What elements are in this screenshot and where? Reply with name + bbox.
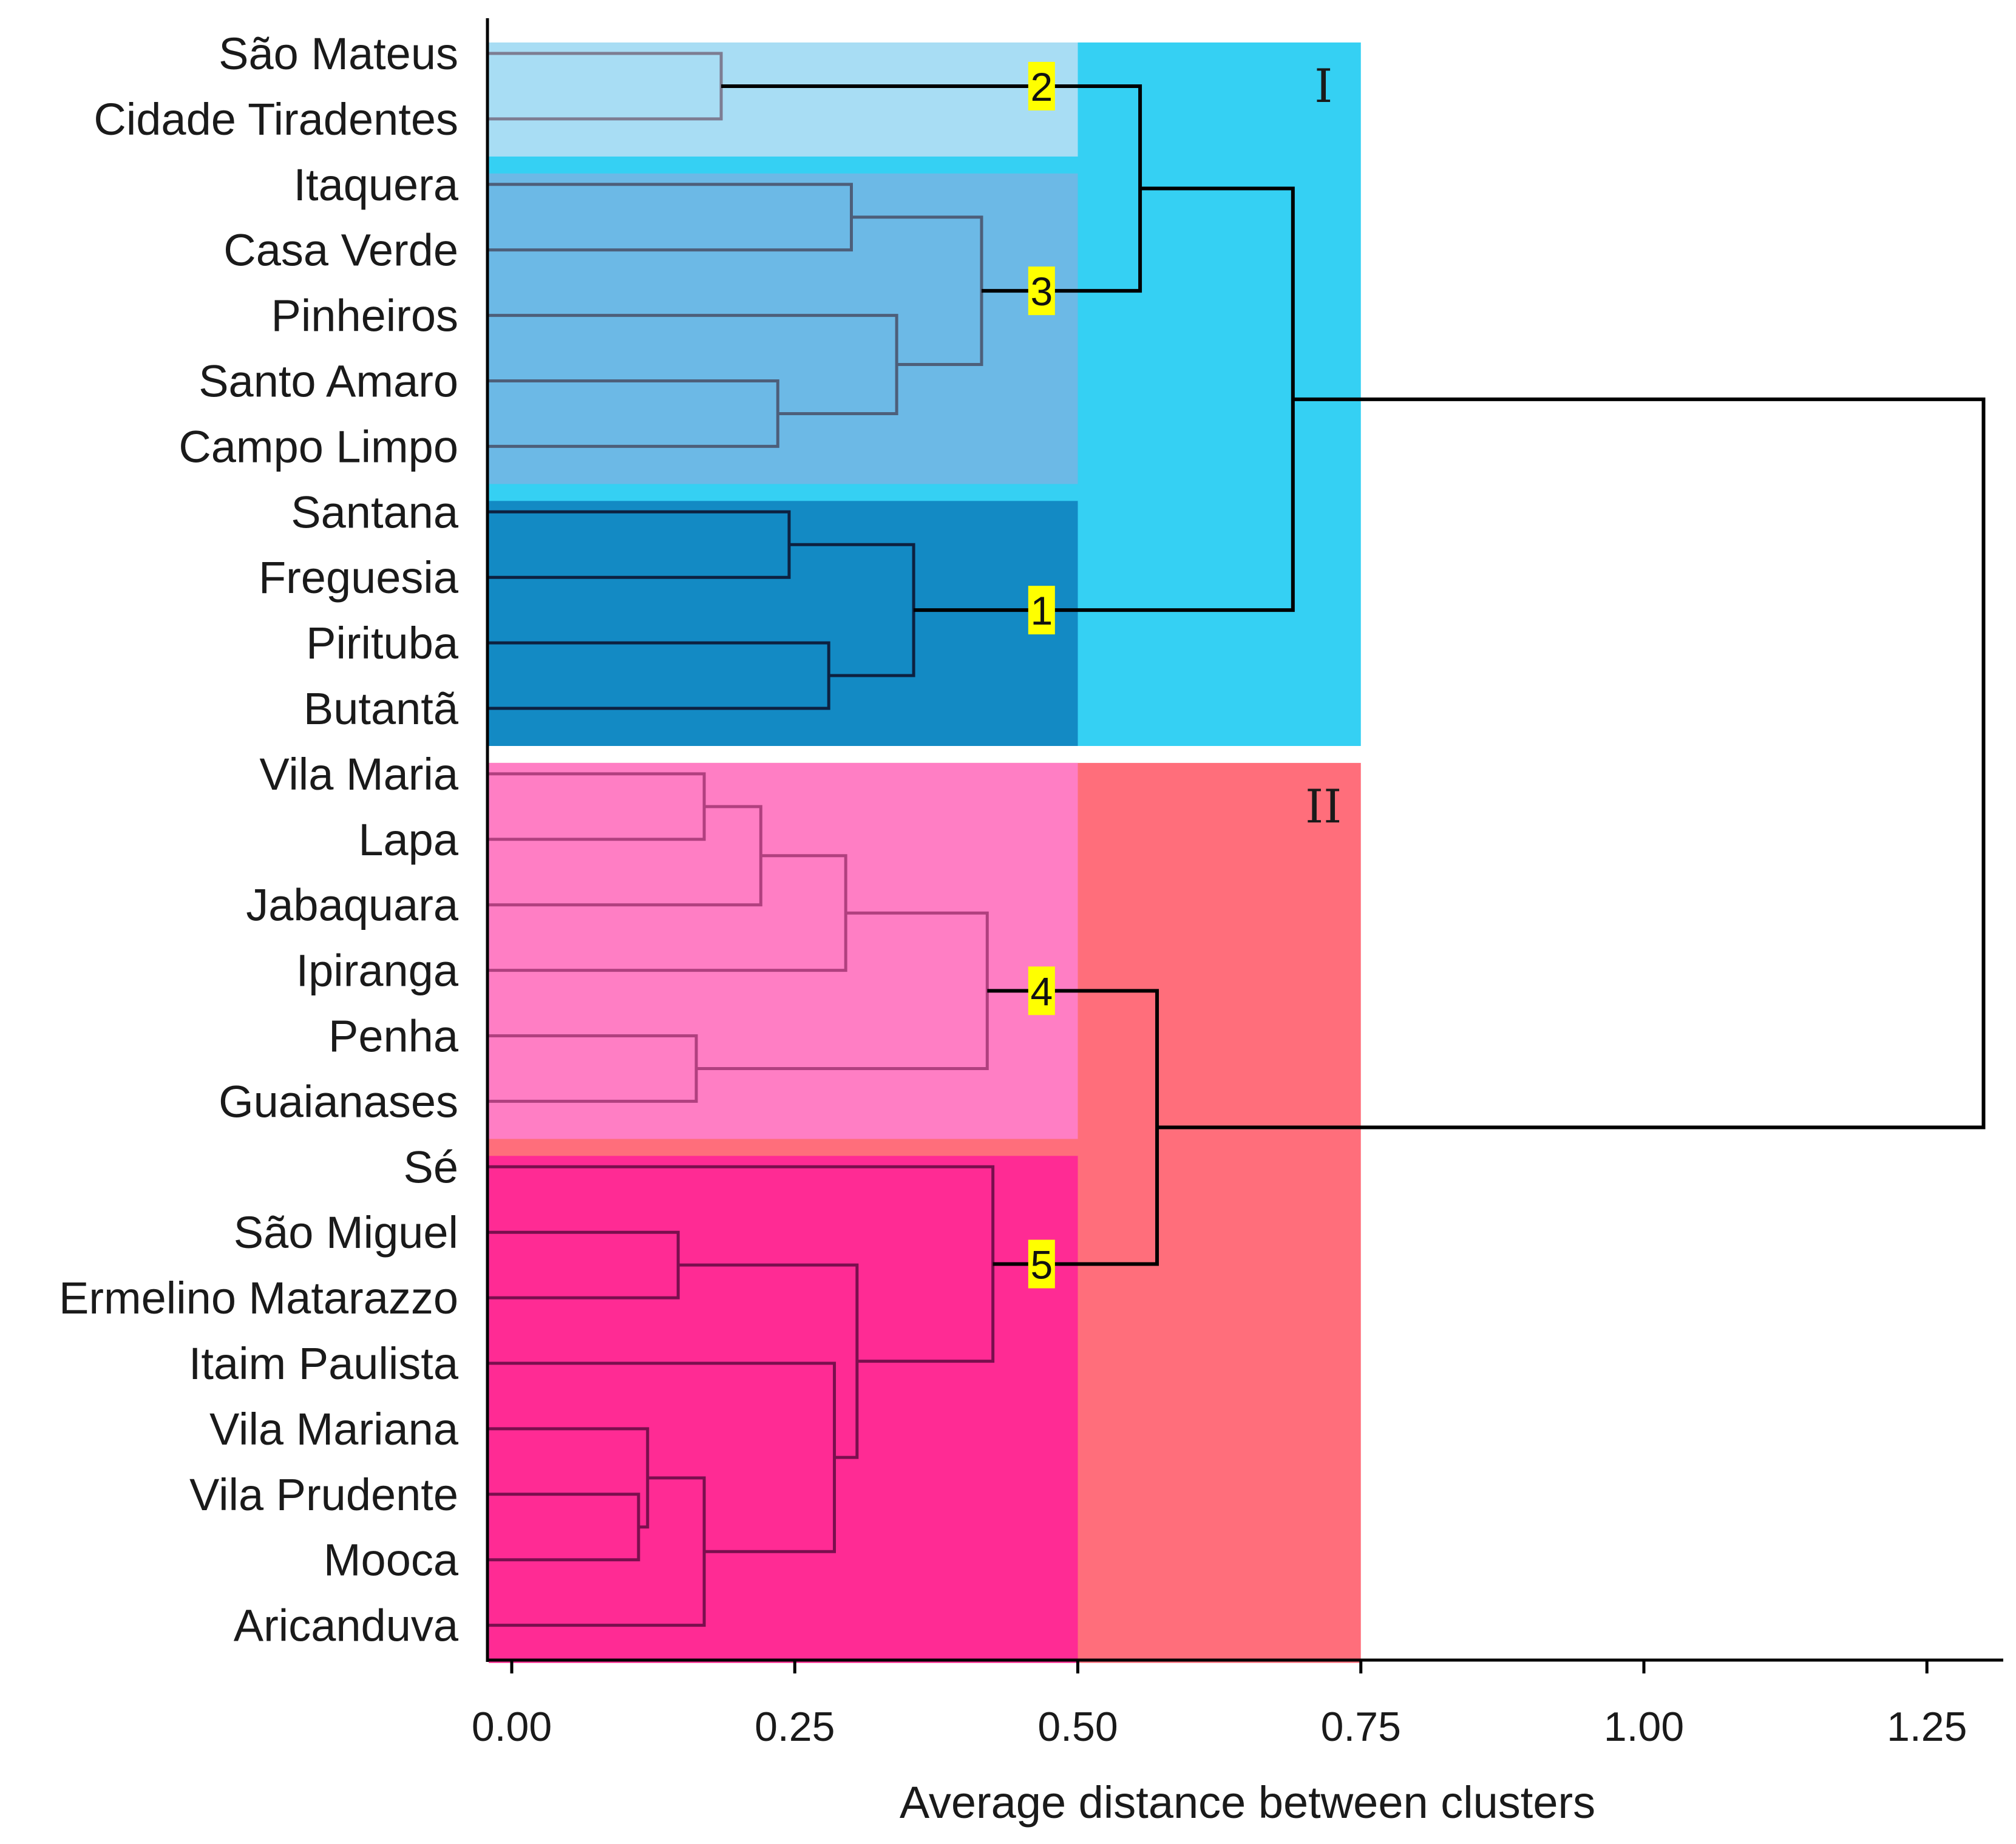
link-20 [721,84,1142,293]
leaf-label-19: Ermelino Matarazzo [59,1273,458,1323]
leaf-label-20: Itaim Paulista [189,1338,459,1389]
cluster-marker-bg-4 [1028,966,1055,1015]
link-11 [489,1034,698,1103]
group-labels: III [1305,59,1342,833]
cluster-marker-4: 4 [1030,969,1053,1014]
leaf-label-13: Jabaquara [246,880,459,930]
leaf-label-16: Guaianases [219,1076,458,1127]
leaf-label-1: Cidade Tiradentes [93,94,458,144]
leaf-label-10: Butantã [304,683,459,734]
leaf-label-4: Pinheiros [271,291,458,341]
cluster-band-2 [489,42,1078,157]
leaf-label-24: Aricanduva [234,1601,459,1651]
x-tick-label-5: 1.25 [1887,1704,1967,1750]
x-tick-label-3: 0.75 [1321,1704,1401,1750]
group-label-ii: II [1305,779,1342,833]
group-label-i: I [1314,59,1332,113]
cluster-marker-3: 3 [1030,269,1053,314]
axes: 0.00 0.25 0.50 0.75 1.00 1.25 [472,18,2003,1750]
cluster-band-3 [489,173,1078,484]
link-7 [789,543,915,677]
leaf-label-6: Campo Limpo [178,421,458,472]
cluster-marker-1: 1 [1030,588,1053,633]
leaf-label-5: Santo Amaro [199,356,458,407]
link-4 [851,215,983,367]
leaf-label-2: Itaquera [293,160,458,210]
leaf-labels: São Mateus Cidade Tiradentes Itaquera Casa … [59,29,459,1651]
cluster-backgrounds [489,42,1078,1663]
leaf-label-8: Freguesia [259,552,459,603]
x-tick-label-0: 0.00 [472,1704,552,1750]
leaf-label-22: Vila Prudente [189,1469,458,1520]
leaf-label-15: Penha [328,1011,459,1062]
cluster-marker-5: 5 [1030,1242,1053,1287]
link-18 [678,1263,859,1459]
cluster-markers: 2 3 1 4 5 [1028,61,1055,1289]
cluster-band-4 [489,762,1078,1139]
cluster-marker-bg-5 [1028,1239,1055,1289]
x-tick-label-4: 1.00 [1604,1704,1684,1750]
cluster-marker-bg-1 [1028,586,1055,635]
leaf-label-7: Santana [291,487,459,537]
cluster-marker-bg-3 [1028,266,1055,316]
leaf-label-18: São Miguel [234,1207,458,1258]
link-23 [1157,397,1986,1130]
cluster-band-1 [489,501,1078,746]
cluster-marker-2: 2 [1030,64,1053,109]
leaf-label-0: São Mateus [219,29,458,79]
leaf-label-23: Mooca [324,1535,459,1585]
leaf-label-17: Sé [403,1142,458,1192]
leaf-label-14: Ipiranga [296,946,459,996]
dendrogram-links [489,52,1986,1627]
leaf-label-9: Pirituba [306,618,459,668]
x-axis-title: Average distance between clusters [900,1777,1595,1828]
cluster-marker-bg-2 [1028,61,1055,110]
cluster-band-5 [489,1156,1078,1663]
leaf-label-21: Vila Mariana [209,1404,459,1454]
leaf-label-3: Casa Verde [223,225,458,276]
x-tick-label-1: 0.25 [755,1704,835,1750]
leaf-label-12: Lapa [358,815,458,865]
x-tick-label-2: 0.50 [1037,1704,1118,1750]
leaf-label-11: Vila Maria [259,749,458,799]
